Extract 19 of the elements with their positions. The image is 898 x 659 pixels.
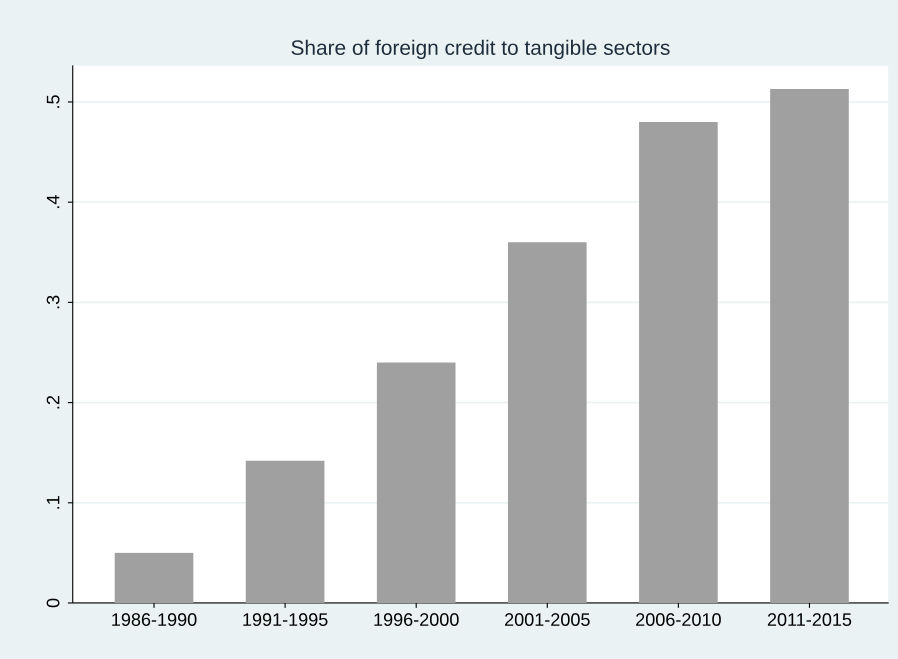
bar [770,88,849,603]
x-tick-label: 1996-2000 [374,613,459,626]
x-tick-label: 2006-2010 [636,613,721,626]
y-tick-label: .4 [46,195,60,208]
y-tick-label: .5 [46,95,60,108]
x-tick-label: 2011-2015 [768,613,852,626]
bar [508,242,587,603]
y-tick-label: 0 [46,598,60,608]
bar [114,552,194,603]
x-tick-label: 1986-1990 [112,613,196,626]
y-tick-label: .2 [46,396,60,408]
x-tick-label: 2001-2005 [505,613,590,626]
y-tick-label: .1 [46,496,60,509]
bar [639,122,718,603]
bar [246,460,324,603]
x-tick-label: 1991-1995 [243,613,328,626]
chart-title: Share of foreign credit to tangible sectors [291,40,670,60]
y-tick-label: .3 [46,296,60,308]
bar [376,362,456,603]
